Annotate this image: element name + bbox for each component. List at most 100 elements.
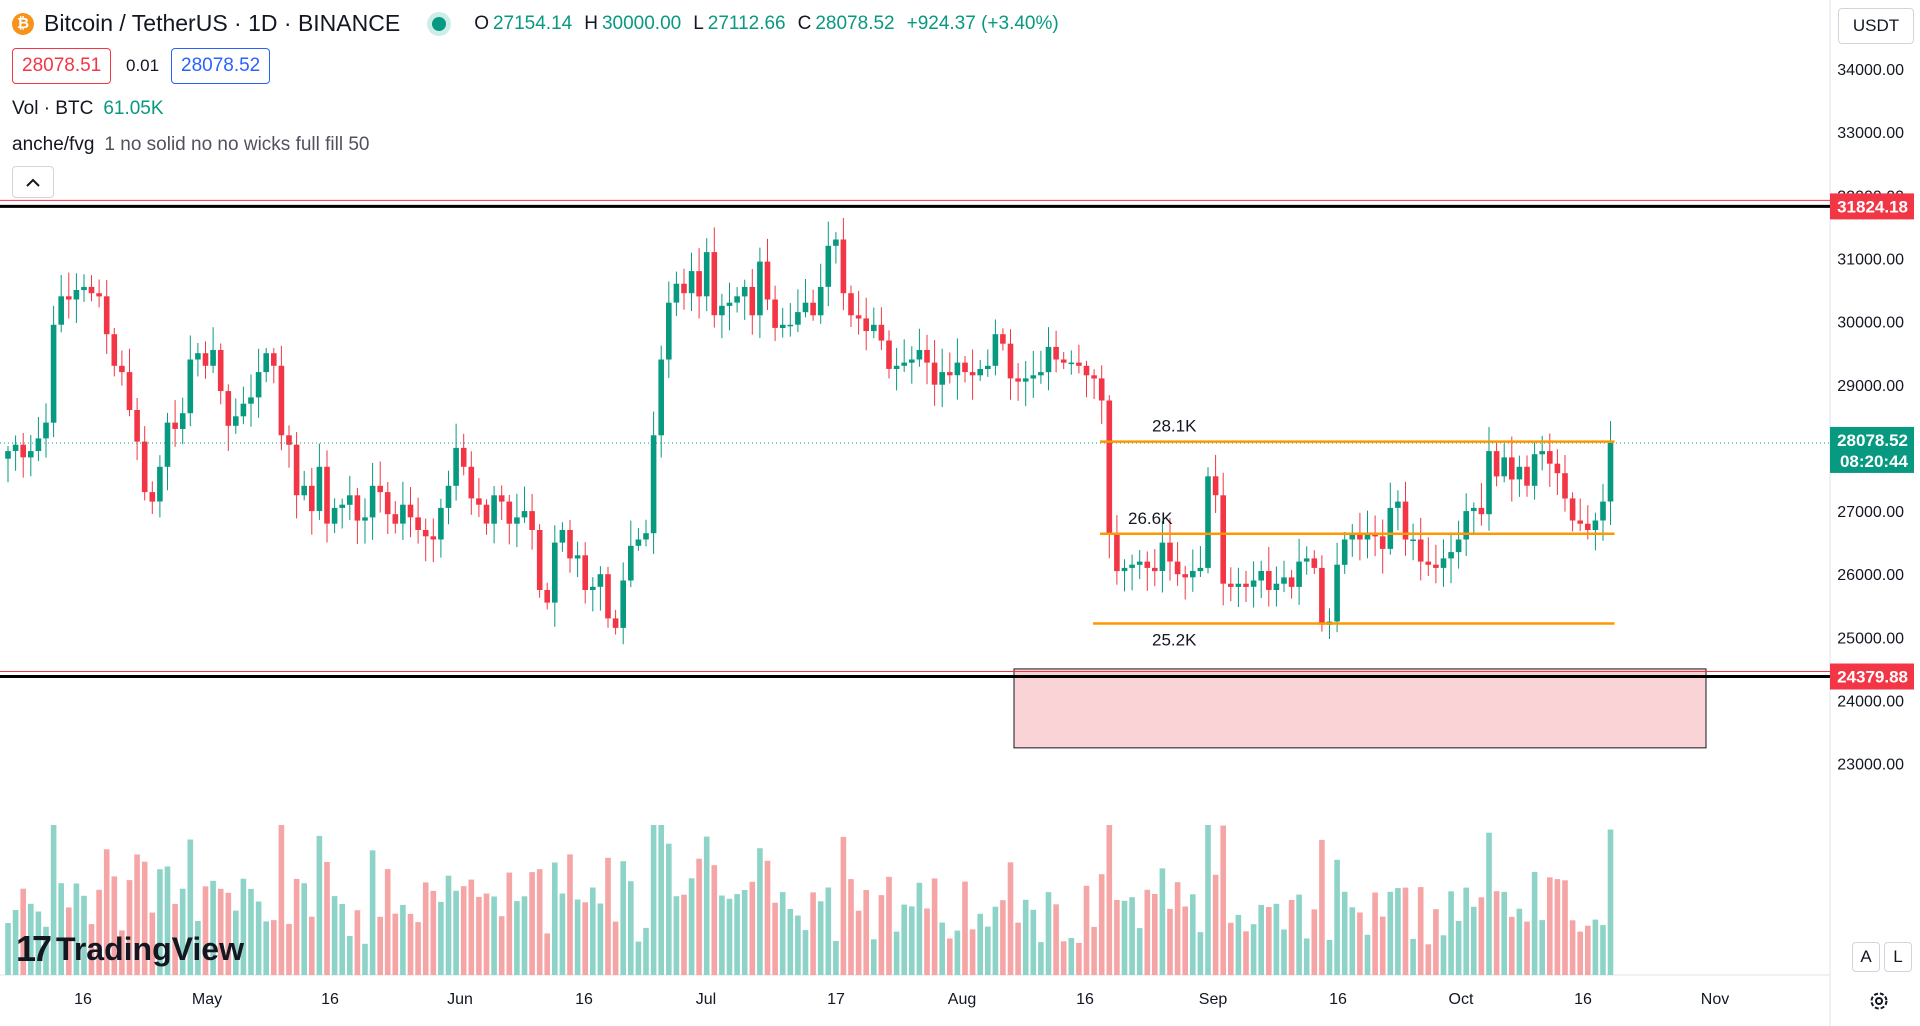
volume-bar <box>453 890 459 975</box>
candle-body <box>901 362 907 366</box>
volume-bar <box>1228 922 1234 975</box>
volume-bar <box>635 941 642 975</box>
indicator-name: anche/fvg <box>12 134 95 155</box>
volume-bar <box>893 931 900 975</box>
volume-bar <box>1341 891 1348 975</box>
candle-body <box>1258 571 1264 581</box>
volume-bar <box>309 916 315 975</box>
time-tick: Oct <box>1449 991 1474 1008</box>
volume-bar <box>316 835 323 975</box>
change-value: +924.37 (+3.40%) <box>906 12 1059 34</box>
candle-body <box>1212 476 1219 496</box>
volume-bar <box>1015 922 1021 975</box>
volume-bar <box>202 886 209 975</box>
candle-body <box>1569 498 1576 521</box>
volume-bar <box>12 910 19 975</box>
volume-bar <box>400 904 406 975</box>
candle-body <box>855 315 862 319</box>
candle-body <box>202 353 209 366</box>
time-tick: 16 <box>1574 991 1592 1008</box>
time-tick: 16 <box>74 991 92 1008</box>
market-status-icon[interactable] <box>432 16 447 31</box>
sell-price-button[interactable]: 28078.51 <box>12 48 112 84</box>
symbol-title[interactable]: Bitcoin / TetherUS · 1D · BINANCE <box>44 10 401 36</box>
candle-body <box>1144 561 1151 568</box>
volume-bar <box>58 883 64 975</box>
volume-bar <box>681 894 687 975</box>
volume-legend[interactable]: Vol · BTC 61.05K <box>12 98 164 120</box>
volume-label: Vol · BTC <box>12 98 94 119</box>
candle-body <box>96 293 102 297</box>
high-value: 30000.00 <box>601 12 682 34</box>
volume-bar <box>795 915 801 975</box>
volume-bar <box>696 858 702 975</box>
volume-bar <box>620 861 626 975</box>
candle-body <box>453 447 459 486</box>
candle-body <box>460 447 467 467</box>
volume-bar <box>1144 889 1151 975</box>
volume-bar <box>35 911 42 975</box>
volume-bar <box>992 906 999 975</box>
volume-bar <box>1478 897 1485 975</box>
candle-body <box>544 590 550 603</box>
volume-bar <box>445 875 452 975</box>
volume-bar <box>1607 829 1614 975</box>
volume-bar <box>172 903 178 975</box>
candle-body <box>779 324 786 328</box>
candle-body <box>43 422 49 439</box>
volume-bar <box>134 854 140 975</box>
time-tick: 16 <box>575 991 593 1008</box>
candle-body <box>1174 561 1181 575</box>
candle-body <box>924 350 930 363</box>
candle-body <box>66 296 72 300</box>
volume-bar <box>977 913 983 975</box>
last-price-tag-bg <box>1830 426 1914 473</box>
candle-body <box>628 545 634 581</box>
level-label: 25.2K <box>1152 630 1197 649</box>
candle-body <box>1433 564 1439 568</box>
volume-bar <box>1250 924 1257 975</box>
candle-body <box>749 286 756 316</box>
volume-bar <box>415 922 421 975</box>
volume-bar <box>126 880 133 975</box>
currency-button[interactable]: USDT <box>1838 8 1914 44</box>
collapse-legend-button[interactable] <box>12 166 54 198</box>
tradingview-logo[interactable]: 17 TradingView <box>16 928 244 970</box>
candle-body <box>734 296 740 303</box>
volume-bar <box>536 869 543 975</box>
indicator-legend[interactable]: anche/fvg 1 no solid no no wicks full fi… <box>12 134 370 156</box>
drawings: 28.1K 26.6K 25.2K <box>0 199 1830 749</box>
log-scale-button[interactable]: L <box>1884 942 1912 972</box>
volume-bar <box>1106 825 1113 975</box>
candle-body <box>1547 451 1553 464</box>
candle-body <box>483 504 490 524</box>
volume-bar <box>688 878 695 975</box>
volume-bar <box>369 850 376 975</box>
candle-body <box>324 466 330 524</box>
candle-body <box>1379 536 1386 549</box>
volume-bar <box>605 857 611 975</box>
volume-bar <box>544 933 550 975</box>
buy-price-button[interactable]: 28078.52 <box>171 48 271 84</box>
price-tick: 31000.00 <box>1837 251 1904 268</box>
candle-body <box>240 403 247 417</box>
volume-bar <box>1266 907 1272 975</box>
symbol-legend[interactable]: ₿ Bitcoin / TetherUS · 1D · BINANCE O 271… <box>12 10 1067 37</box>
chart-settings-button[interactable] <box>1862 984 1896 1018</box>
candle-body <box>711 252 718 316</box>
volume-bar <box>1220 825 1226 975</box>
candle-body <box>1440 558 1447 568</box>
candle-body <box>1281 577 1287 584</box>
volume-bar <box>392 913 399 975</box>
candle-body <box>1038 372 1044 376</box>
candle-body <box>985 365 991 369</box>
auto-scale-button[interactable]: A <box>1852 942 1880 972</box>
support-price-tag-bg <box>1830 663 1914 690</box>
gear-icon <box>1870 992 1888 1010</box>
candle-body <box>491 495 497 524</box>
volume-bar <box>407 913 414 975</box>
volume-bar <box>1319 839 1325 975</box>
volume-bar <box>1516 908 1523 975</box>
candle-body <box>1197 567 1204 572</box>
